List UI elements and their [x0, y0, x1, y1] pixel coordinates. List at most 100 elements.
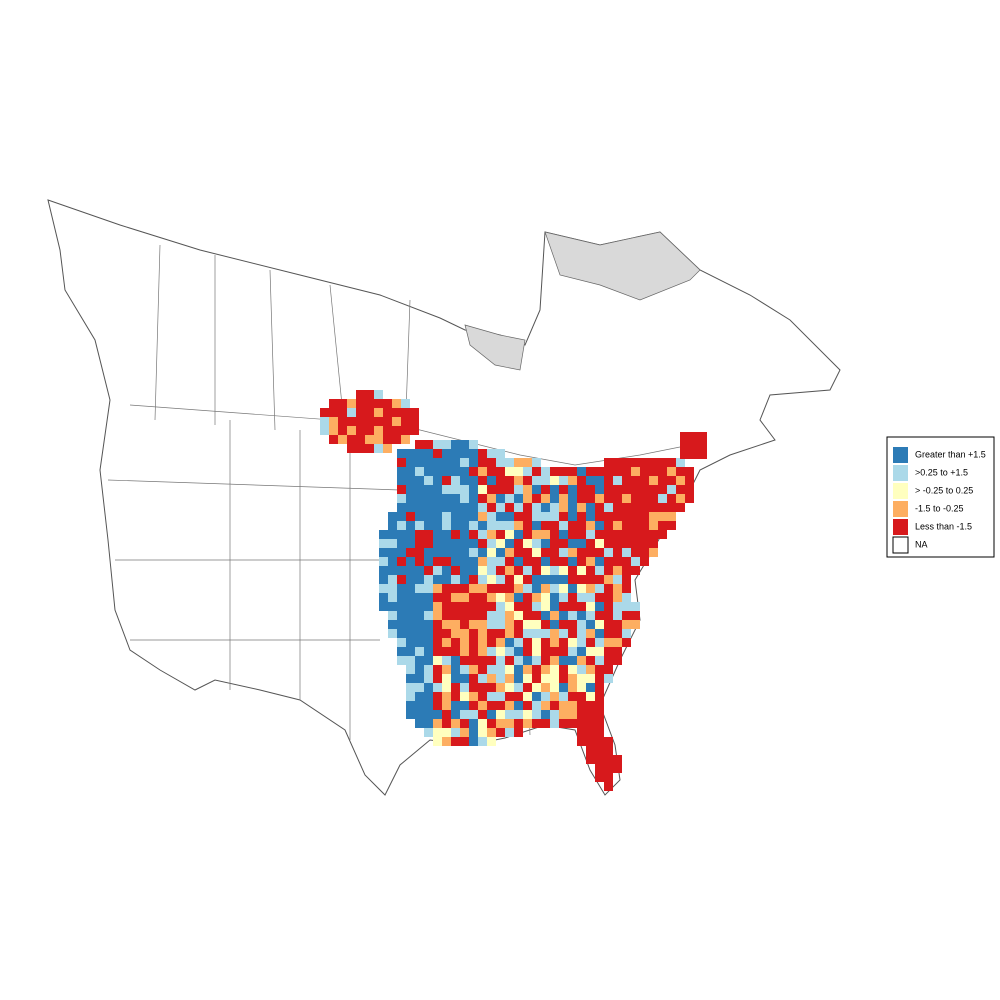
- legend-label: NA: [915, 539, 928, 549]
- map-cell: [469, 656, 478, 665]
- map-cell: [514, 593, 523, 602]
- map-cell: [685, 467, 694, 476]
- map-cell: [406, 620, 415, 629]
- map-cell: [586, 584, 595, 593]
- map-cell: [505, 629, 514, 638]
- map-cell: [451, 629, 460, 638]
- map-cell: [460, 476, 469, 485]
- map-cell: [550, 467, 559, 476]
- map-cell: [496, 557, 505, 566]
- map-cell: [401, 417, 410, 426]
- map-cell: [487, 530, 496, 539]
- map-cell: [586, 557, 595, 566]
- map-cell: [487, 548, 496, 557]
- map-cell: [451, 467, 460, 476]
- map-cell: [622, 476, 631, 485]
- map-cell: [365, 417, 374, 426]
- map-cell: [550, 683, 559, 692]
- map-cell: [406, 548, 415, 557]
- map-cell: [568, 494, 577, 503]
- map-cell: [640, 548, 649, 557]
- map-cell: [505, 539, 514, 548]
- map-cell: [487, 683, 496, 692]
- map-cell: [451, 575, 460, 584]
- map-cell: [469, 647, 478, 656]
- map-cell: [442, 476, 451, 485]
- map-cell: [667, 512, 676, 521]
- map-cell: [469, 728, 478, 737]
- map-cell: [397, 494, 406, 503]
- map-cell: [622, 593, 631, 602]
- legend-swatch: [893, 447, 908, 463]
- map-cell: [397, 548, 406, 557]
- map-cell: [613, 575, 622, 584]
- map-cell: [568, 665, 577, 674]
- map-cell: [505, 521, 514, 530]
- map-cell: [424, 719, 433, 728]
- map-cell: [631, 485, 640, 494]
- map-cell: [406, 683, 415, 692]
- map-cell: [532, 512, 541, 521]
- map-cell: [568, 521, 577, 530]
- map-cell: [550, 638, 559, 647]
- map-cell: [487, 674, 496, 683]
- map-cell: [676, 458, 685, 467]
- map-cell: [442, 665, 451, 674]
- map-cell: [478, 548, 487, 557]
- map-cell: [568, 611, 577, 620]
- map-cell: [649, 539, 658, 548]
- map-cell: [559, 611, 568, 620]
- legend-swatch: [893, 465, 908, 481]
- map-cell: [514, 602, 523, 611]
- map-cell: [478, 656, 487, 665]
- map-cell: [451, 539, 460, 548]
- map-cell: [604, 647, 613, 656]
- map-cell: [559, 647, 568, 656]
- map-cell: [406, 665, 415, 674]
- map-cell: [649, 530, 658, 539]
- map-cell: [541, 665, 550, 674]
- map-cell: [433, 494, 442, 503]
- map-cell: [622, 494, 631, 503]
- map-cell: [451, 494, 460, 503]
- map-cell: [631, 467, 640, 476]
- map-cell: [676, 467, 685, 476]
- map-cell: [415, 674, 424, 683]
- map-cell: [424, 539, 433, 548]
- map-cell: [559, 521, 568, 530]
- map-cell: [689, 441, 698, 450]
- map-cell: [586, 728, 595, 737]
- map-cell: [613, 458, 622, 467]
- map-cell: [406, 476, 415, 485]
- map-cell: [496, 566, 505, 575]
- map-cell: [478, 701, 487, 710]
- map-cell: [433, 476, 442, 485]
- map-cell: [577, 611, 586, 620]
- map-cell: [388, 575, 397, 584]
- map-cell: [487, 557, 496, 566]
- map-cell: [640, 512, 649, 521]
- map-cell: [406, 557, 415, 566]
- map-cell: [568, 656, 577, 665]
- map-cell: [532, 584, 541, 593]
- map-cell: [433, 485, 442, 494]
- map-cell: [460, 629, 469, 638]
- map-cell: [613, 602, 622, 611]
- map-cell: [649, 476, 658, 485]
- map-cell: [676, 503, 685, 512]
- map-cell: [550, 620, 559, 629]
- map-cell: [388, 593, 397, 602]
- map-cell: [586, 701, 595, 710]
- map-cell: [577, 494, 586, 503]
- map-cell: [532, 674, 541, 683]
- map-cell: [433, 449, 442, 458]
- map-cell: [338, 417, 347, 426]
- map-cell: [478, 458, 487, 467]
- map-cell: [649, 485, 658, 494]
- map-cell: [415, 584, 424, 593]
- map-cell: [415, 440, 424, 449]
- legend-label: Greater than +1.5: [915, 449, 986, 459]
- map-cell: [577, 548, 586, 557]
- map-cell: [496, 530, 505, 539]
- map-cell: [469, 494, 478, 503]
